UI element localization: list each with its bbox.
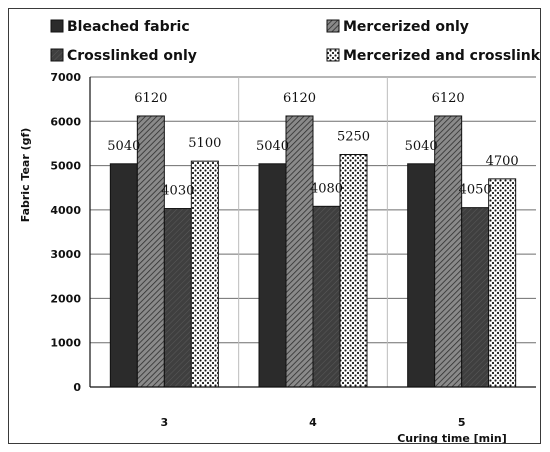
data-label-mercerized-only-4: 6120 (283, 91, 316, 106)
x-axis-title: Curing time [min] (397, 432, 507, 443)
data-label-bleached-fabric-4: 5040 (256, 139, 289, 154)
legend-label-bleached-fabric: Bleached fabric (67, 19, 190, 35)
data-label-bleached-fabric-5: 5040 (405, 139, 438, 154)
x-tick-label-5: 5 (458, 416, 466, 429)
axes: 0 1000 2000 3000 4000 5000 6000 7000 3 4 5 (50, 71, 536, 429)
bar-mercerized-only-3 (136, 115, 165, 388)
bar-mercerized-and-crosslinked-5 (488, 178, 517, 388)
y-tick-label-7000: 7000 (50, 71, 81, 84)
bar-bleached-fabric-3 (109, 163, 138, 388)
y-tick-label-6000: 6000 (50, 115, 81, 128)
chart-frame: Bleached fabric Mercerized only Crosslinke… (8, 8, 550, 445)
bar-chart: Bleached fabric Mercerized only Crosslinke… (19, 19, 550, 445)
data-label-mercerized-and-crosslinked-3: 5100 (188, 136, 221, 151)
data-label-mercerized-only-3: 6120 (134, 91, 167, 106)
legend-swatch-crosslinked-only (50, 48, 64, 62)
legend-label-mercerized-only: Mercerized only (343, 19, 469, 35)
bar-bleached-fabric-5 (407, 163, 436, 388)
data-label-crosslinked-only-4: 4080 (310, 181, 343, 196)
y-tick-label-1000: 1000 (50, 337, 81, 350)
data-label-bleached-fabric-3: 5040 (107, 139, 140, 154)
legend-swatch-mercerized-only (326, 19, 340, 33)
y-tick-label-5000: 5000 (50, 160, 81, 173)
bar-mercerized-and-crosslinked-3 (190, 160, 219, 388)
legend-swatch-bleached-fabric (50, 19, 64, 33)
bars (109, 115, 517, 388)
bar-mercerized-only-5 (434, 115, 463, 388)
data-label-mercerized-only-5: 6120 (432, 91, 465, 106)
legend-label-mercerized-and-crosslinked: Mercerized and crosslinked (343, 48, 540, 64)
bar-bleached-fabric-4 (258, 163, 287, 388)
bar-crosslinked-only-4 (312, 205, 341, 388)
data-label-crosslinked-only-5: 4050 (459, 183, 492, 198)
y-tick-label-4000: 4000 (50, 204, 81, 217)
y-axis-title: Fabric Tear (gf) (19, 128, 32, 223)
legend-label-crosslinked-only: Crosslinked only (67, 48, 197, 64)
x-tick-label-3: 3 (161, 416, 169, 429)
legend-swatch-mercerized-and-crosslinked (326, 48, 340, 62)
bar-crosslinked-only-3 (163, 208, 192, 388)
data-label-crosslinked-only-3: 4030 (161, 184, 194, 199)
bar-mercerized-only-4 (285, 115, 314, 388)
y-tick-label-2000: 2000 (50, 292, 81, 305)
data-label-mercerized-and-crosslinked-5: 4700 (486, 154, 519, 169)
y-tick-label-3000: 3000 (50, 248, 81, 261)
data-label-mercerized-and-crosslinked-4: 5250 (337, 130, 370, 145)
y-tick-label-0: 0 (73, 381, 81, 394)
legend: Bleached fabric Mercerized only Crosslinke… (50, 19, 550, 64)
x-tick-label-4: 4 (309, 416, 317, 429)
bar-mercerized-and-crosslinked-4 (339, 154, 368, 388)
value-labels: 5040 6120 4030 5100 5040 6120 4080 5250 5040 6120… (107, 91, 518, 199)
bar-crosslinked-only-5 (461, 207, 490, 388)
